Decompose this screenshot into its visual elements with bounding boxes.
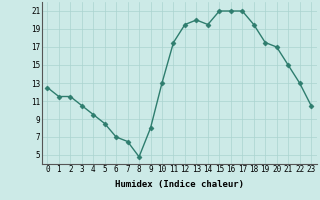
- X-axis label: Humidex (Indice chaleur): Humidex (Indice chaleur): [115, 180, 244, 189]
